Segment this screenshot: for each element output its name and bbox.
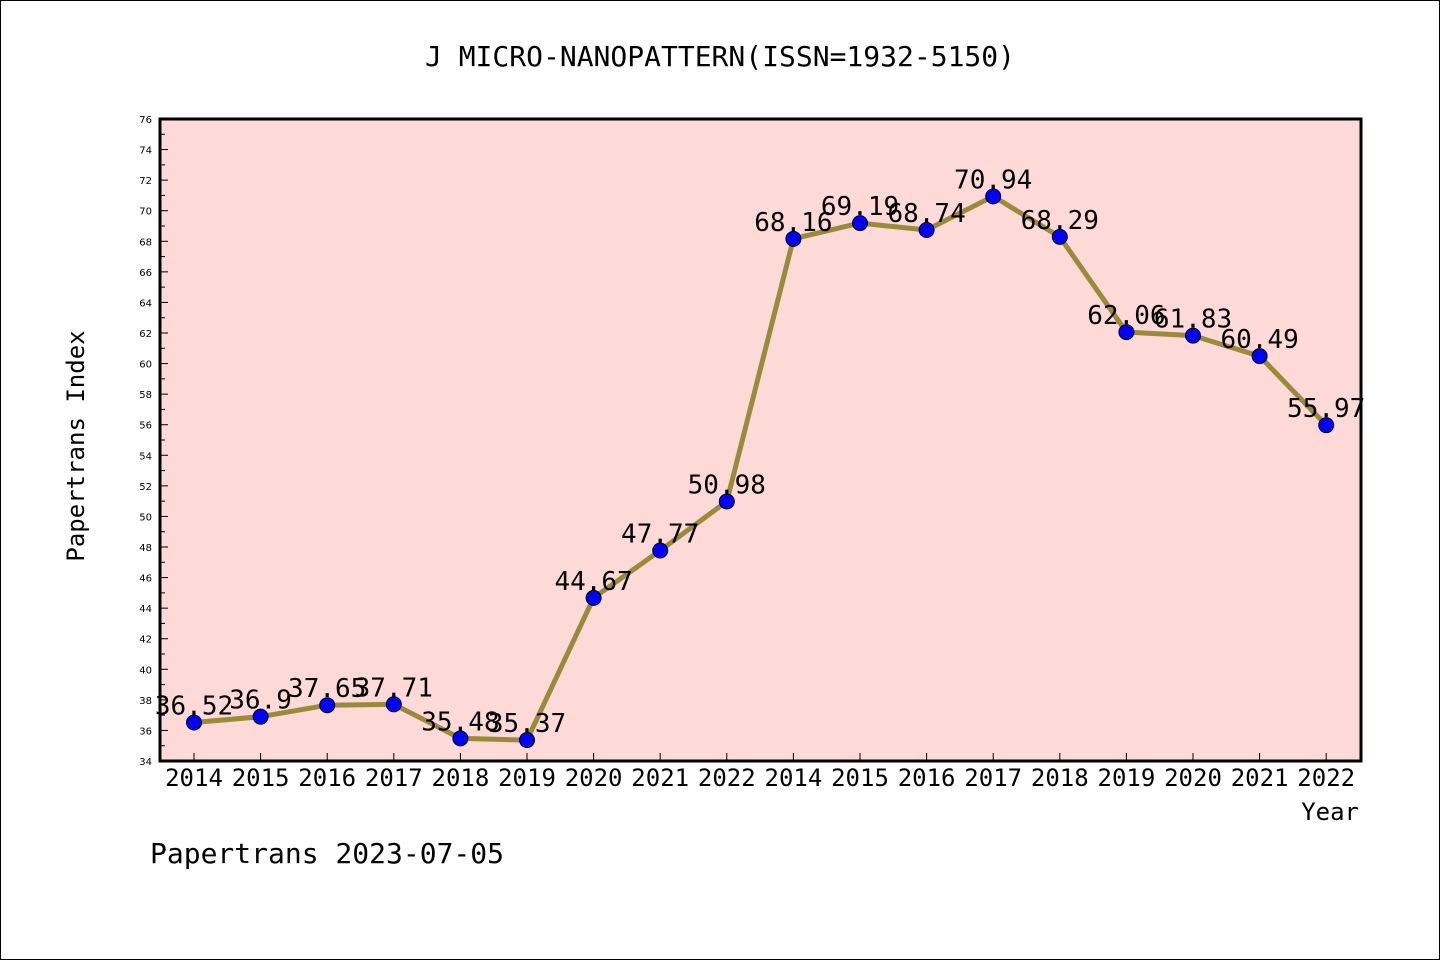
x-tick-label: 2018 (432, 764, 490, 792)
data-point (1251, 348, 1268, 365)
data-label: 35.37 (488, 709, 566, 739)
data-label: 60.49 (1220, 325, 1298, 355)
data-label: 44.67 (554, 567, 632, 597)
x-tick-label: 2018 (1031, 764, 1089, 792)
y-tick-label: 62 (139, 329, 152, 340)
data-label: 36.9 (229, 686, 292, 716)
y-tick-label: 52 (139, 482, 152, 493)
footer-text: Papertrans 2023-07-05 (150, 837, 504, 870)
x-tick-label: 2016 (898, 764, 956, 792)
data-point (1318, 417, 1335, 434)
y-tick-label: 68 (139, 237, 152, 248)
x-axis-label: Year (1301, 798, 1359, 826)
data-point (585, 589, 602, 606)
data-point (918, 221, 935, 238)
y-tick-label: 54 (139, 451, 152, 462)
x-tick-label: 2016 (298, 764, 356, 792)
y-tick-label: 66 (139, 268, 152, 279)
data-label: 37.65 (288, 674, 366, 704)
y-tick-label: 60 (139, 360, 152, 371)
x-tick-label: 2017 (964, 764, 1022, 792)
y-tick-label: 46 (139, 574, 152, 585)
series-markers (186, 188, 1335, 749)
chart-title: J MICRO-NANOPATTERN(ISSN=1932-5150) (425, 40, 1015, 73)
x-tick-label: 2019 (1098, 764, 1156, 792)
data-label: 35.48 (421, 707, 499, 737)
data-point (519, 732, 535, 749)
y-tick-label: 64 (139, 298, 152, 309)
data-point (186, 714, 202, 731)
x-tick-label: 2015 (831, 764, 889, 792)
data-label: 62.06 (1087, 301, 1165, 331)
x-tick-label: 2021 (1231, 764, 1289, 792)
data-label: 50.98 (688, 470, 766, 500)
data-label: 47.77 (621, 520, 699, 550)
y-tick-label: 40 (139, 665, 152, 676)
data-point (385, 696, 402, 713)
data-point (1185, 327, 1201, 344)
data-label: 61.83 (1154, 305, 1232, 335)
x-tick-label: 2021 (631, 764, 689, 792)
x-tick-label: 2017 (365, 764, 423, 792)
y-tick-label: 48 (139, 543, 152, 554)
data-point (1051, 228, 1068, 245)
y-tick-label: 36 (139, 726, 152, 737)
x-tick-label: 2019 (498, 764, 556, 792)
data-point (852, 215, 868, 232)
data-point (252, 708, 269, 725)
data-label: 68.74 (887, 199, 965, 229)
data-point (452, 730, 469, 747)
x-tick-label: 2015 (232, 764, 290, 792)
data-point (718, 493, 735, 510)
data-label: 68.16 (754, 208, 832, 238)
data-label: 68.29 (1021, 206, 1099, 236)
data-point (652, 542, 669, 559)
y-tick-label: 50 (139, 512, 152, 523)
series-line (193, 193, 1328, 743)
data-label: 69.19 (821, 192, 899, 222)
y-tick-label: 76 (139, 115, 152, 126)
y-tick-label: 44 (139, 604, 152, 615)
y-tick-label: 74 (139, 146, 152, 157)
data-point (785, 230, 802, 247)
x-tick-label: 2020 (1164, 764, 1222, 792)
data-label: 70.94 (954, 165, 1032, 195)
y-axis-label: Papertrans Index (62, 330, 90, 561)
data-point (319, 697, 336, 714)
x-tick-label: 2014 (165, 764, 223, 792)
data-point (985, 188, 1002, 205)
y-tick-label: 34 (139, 757, 152, 768)
y-tick-label: 72 (139, 176, 152, 187)
y-tick-label: 42 (139, 635, 152, 646)
data-label: 55.97 (1287, 394, 1365, 424)
plot-area (160, 119, 1361, 761)
x-tick-label: 2020 (565, 764, 623, 792)
x-tick-label: 2022 (698, 764, 756, 792)
x-tick-label: 2014 (765, 764, 823, 792)
data-point (1118, 324, 1135, 341)
plot-border (158, 117, 1363, 763)
data-label: 37.71 (355, 673, 433, 703)
y-tick-label: 70 (139, 207, 152, 218)
y-tick-label: 56 (139, 421, 152, 432)
y-tick-label: 38 (139, 696, 152, 707)
data-label: 36.52 (155, 691, 233, 721)
y-tick-label: 58 (139, 390, 152, 401)
x-axis: 2014 2015 2016 2017 2018 2019 2020 2021 2022 2014… (165, 753, 1355, 792)
x-tick-label: 2022 (1297, 764, 1355, 792)
